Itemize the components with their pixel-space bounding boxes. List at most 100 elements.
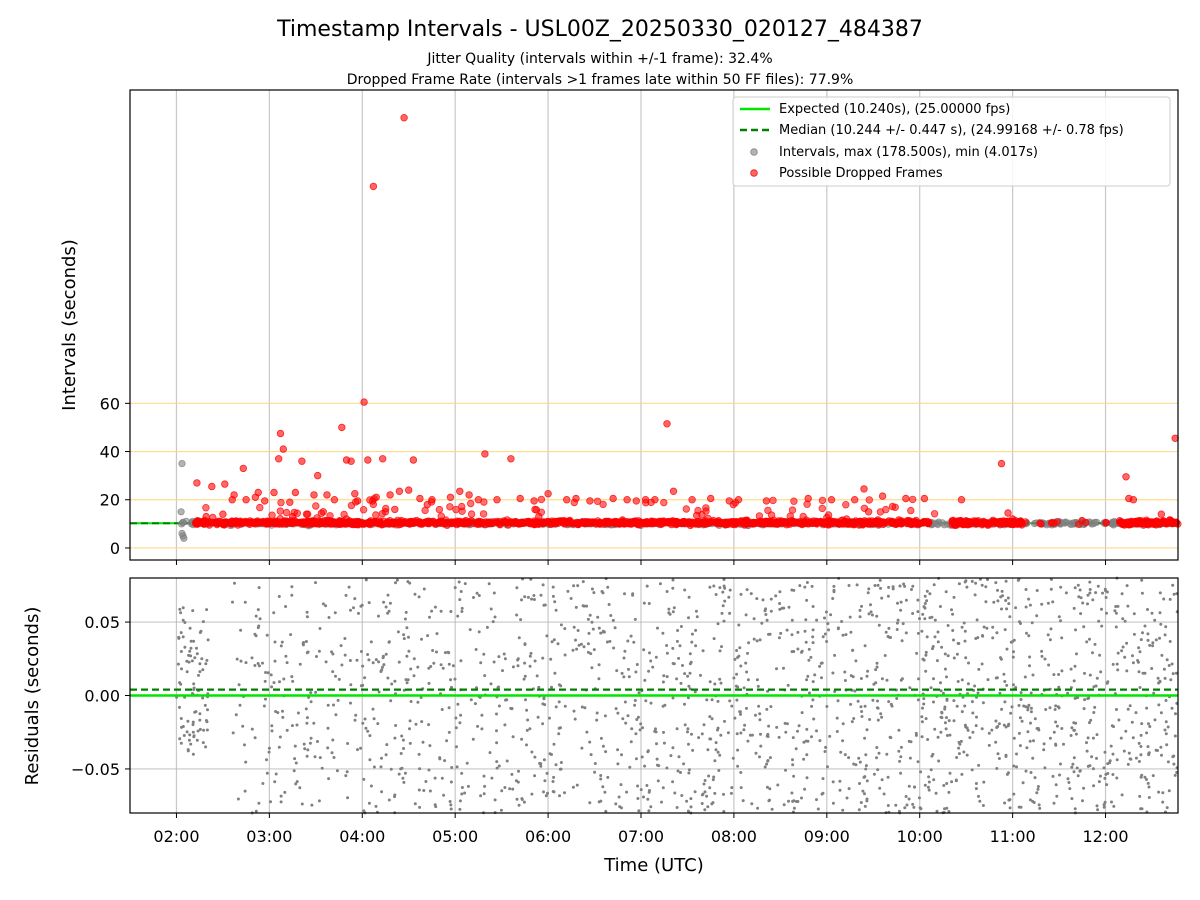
residual-point [827,628,830,632]
residual-point [777,735,781,739]
residual-point [745,670,749,674]
dropped-frame-point [359,506,368,514]
dropped-frame-point [242,496,250,504]
residual-point [557,726,561,730]
dropped-frame-point [405,486,413,494]
residual-point [432,661,436,665]
residual-point [843,670,847,674]
residual-point [455,745,458,749]
residual-point [179,741,183,745]
residual-point [768,798,771,802]
residual-point [739,592,743,596]
residual-point [1134,711,1138,715]
residual-point [487,582,491,586]
residual-point [1059,762,1062,766]
dropped-frame-point [930,510,939,518]
residual-point [765,618,769,622]
residual-point [835,730,839,733]
residual-point [679,771,682,774]
residual-point [796,630,800,634]
residual-point [917,796,921,800]
residual-point [178,681,182,685]
dropped-frame-point [989,516,997,524]
residual-point [739,712,742,716]
residual-point [1076,774,1080,778]
residual-point [897,728,901,732]
residual-point [1043,766,1047,770]
residual-point [1125,584,1129,588]
residual-point [537,685,541,689]
dropped-frame-point [276,429,285,438]
residual-point [479,661,483,665]
residual-point [609,614,613,617]
residual-point [919,807,923,811]
residual-point [606,585,610,589]
residual-point [533,659,537,663]
residual-point [542,603,546,607]
residual-point [593,762,597,765]
residual-point [1106,680,1110,684]
residual-point [706,748,710,752]
residual-point [957,746,961,750]
residual-point [985,626,989,630]
residual-point [981,804,985,807]
residual-point [847,787,851,791]
residual-point [901,622,905,626]
residual-point [1072,721,1076,725]
residual-point [438,756,442,760]
residual-point [847,584,851,587]
dropped-frame-point [982,519,990,527]
dropped-frame-point [593,497,602,505]
residual-point [858,760,862,764]
residual-point [405,654,409,658]
residual-point [590,587,594,591]
residual-point [688,671,692,675]
residual-point [1091,651,1094,655]
residual-point [1069,734,1073,737]
residual-point [273,640,277,644]
residual-point [339,644,343,648]
residual-point [352,606,355,610]
residual-point [591,627,595,631]
dropped-frame-point [566,518,574,526]
residual-point [327,777,331,781]
dropped-frame-point [693,511,701,520]
residual-point [1036,787,1040,791]
residual-point [335,769,339,773]
residual-point [1015,752,1018,756]
residual-point [963,639,967,643]
residual-point [525,743,528,747]
residual-point [237,683,241,687]
residual-point [1159,745,1163,749]
residual-point [1085,749,1089,753]
residual-point [978,799,982,803]
residual-point [468,628,472,632]
residual-point [1167,789,1171,793]
residual-point [686,674,690,678]
residual-point [886,594,890,598]
residual-point [785,628,789,632]
residual-point [1011,683,1015,687]
residual-point [588,740,592,744]
residual-point [274,772,278,776]
residual-point [745,588,749,592]
dropped-frame-point [371,517,379,526]
residual-point [687,684,691,688]
residual-point [1102,805,1106,809]
residual-point [1008,615,1012,619]
residual-point [756,684,760,688]
residual-point [875,665,879,669]
legend-expected-label: Expected (10.240s), (25.00000 fps) [779,102,1010,117]
residual-point [1123,619,1127,623]
residual-point [742,728,746,732]
residual-point [755,639,759,643]
chart-subtitle-line-1: Jitter Quality (intervals within +/-1 fr… [426,51,772,67]
residual-point [923,606,927,610]
residual-point [807,658,811,662]
residual-point [324,660,328,664]
residual-point [735,672,739,676]
dropped-frame-point [353,497,362,505]
residual-point [459,713,463,717]
residual-point [1032,739,1035,743]
residual-point [1027,634,1031,638]
